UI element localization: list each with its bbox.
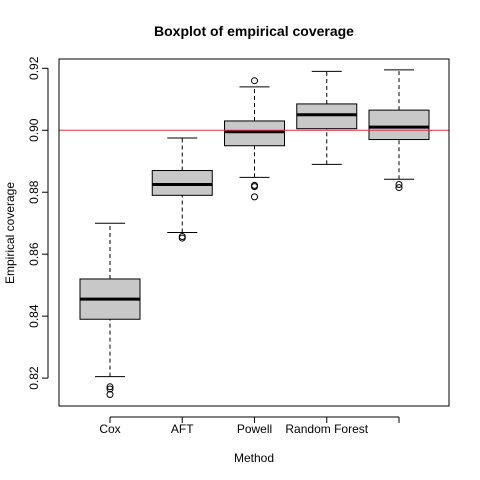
outlier-point (252, 194, 258, 200)
x-tick-label: Cox (99, 422, 120, 436)
y-axis-label: Empirical coverage (3, 182, 17, 284)
iqr-box (369, 110, 429, 139)
y-tick-label: 0.86 (27, 242, 41, 266)
plot-area (59, 70, 449, 398)
box-4 (297, 71, 357, 164)
y-tick-label: 0.92 (27, 56, 41, 80)
chart-title: Boxplot of empirical coverage (154, 23, 354, 39)
iqr-box (297, 104, 357, 129)
outlier-point (252, 78, 258, 84)
y-tick-label: 0.88 (27, 180, 41, 204)
y-tick-label: 0.82 (27, 366, 41, 390)
y-tick-label: 0.84 (27, 304, 41, 328)
x-tick-label: AFT (171, 422, 194, 436)
x-tick-label: Powell (237, 422, 272, 436)
y-tick-label: 0.90 (27, 118, 41, 142)
box-2 (152, 138, 212, 241)
x-axis-label: Method (234, 451, 274, 465)
iqr-box (152, 171, 212, 196)
box-1 (80, 223, 140, 397)
x-tick-label: Random Forest (285, 422, 368, 436)
box-3 (225, 78, 285, 200)
iqr-box (225, 121, 285, 146)
